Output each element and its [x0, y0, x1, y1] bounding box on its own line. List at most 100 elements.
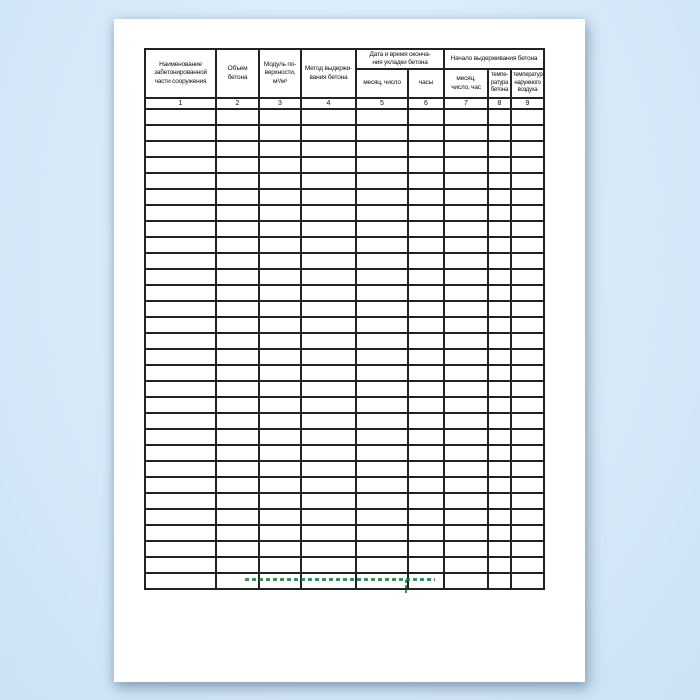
empty-cell	[300, 252, 357, 270]
empty-cell	[443, 332, 489, 350]
empty-cell	[487, 300, 512, 318]
empty-cell	[355, 108, 409, 126]
empty-cell	[355, 364, 409, 382]
empty-cell	[144, 140, 217, 158]
empty-cell	[510, 572, 545, 590]
empty-cell	[510, 476, 545, 494]
empty-cell	[215, 108, 260, 126]
empty-cell	[510, 396, 545, 414]
empty-cell	[487, 492, 512, 510]
empty-cell	[144, 300, 217, 318]
empty-cell	[258, 428, 302, 446]
empty-cell	[258, 188, 302, 206]
empty-cell	[300, 524, 357, 542]
empty-cell	[144, 188, 217, 206]
empty-cell	[258, 220, 302, 238]
empty-cell	[407, 364, 445, 382]
empty-cell	[144, 540, 217, 558]
empty-cell	[300, 188, 357, 206]
table-row	[144, 204, 545, 222]
empty-cell	[443, 284, 489, 302]
table-container: Наименование забетонированной части соор…	[144, 48, 545, 590]
empty-cell	[215, 204, 260, 222]
empty-cell	[355, 252, 409, 270]
empty-cell	[258, 172, 302, 190]
column-number: 5	[355, 97, 409, 110]
empty-cell	[144, 476, 217, 494]
column-number: 4	[300, 97, 357, 110]
empty-cell	[144, 108, 217, 126]
column-number-row: 1 2 3 4 5 6 7 8 9	[144, 97, 545, 110]
empty-cell	[300, 300, 357, 318]
table-row	[144, 572, 545, 590]
empty-cell	[407, 300, 445, 318]
empty-cell	[144, 204, 217, 222]
empty-cell	[215, 396, 260, 414]
empty-cell	[215, 380, 260, 398]
table-row	[144, 348, 545, 366]
empty-cell	[144, 172, 217, 190]
empty-cell	[487, 556, 512, 574]
empty-cell	[300, 172, 357, 190]
empty-cell	[407, 460, 445, 478]
empty-cell	[258, 156, 302, 174]
empty-cell	[443, 444, 489, 462]
table-row	[144, 540, 545, 558]
empty-cell	[443, 108, 489, 126]
empty-cell	[144, 348, 217, 366]
empty-cell	[407, 284, 445, 302]
empty-cell	[300, 412, 357, 430]
empty-cell	[510, 124, 545, 142]
empty-cell	[144, 316, 217, 334]
empty-cell	[355, 204, 409, 222]
empty-cell	[258, 268, 302, 286]
empty-cell	[300, 492, 357, 510]
table-row	[144, 556, 545, 574]
empty-cell	[144, 396, 217, 414]
empty-cell	[510, 172, 545, 190]
empty-cell	[144, 508, 217, 526]
empty-cell	[215, 172, 260, 190]
empty-cell	[355, 380, 409, 398]
empty-cell	[407, 188, 445, 206]
empty-cell	[258, 540, 302, 558]
column-number: 7	[443, 97, 489, 110]
empty-cell	[355, 156, 409, 174]
empty-cell	[487, 156, 512, 174]
empty-cell	[407, 204, 445, 222]
column-header-surface-modulus: Модуль по- верхности, м²/м³	[258, 48, 302, 99]
empty-cell	[355, 572, 409, 590]
empty-cell	[355, 524, 409, 542]
empty-cell	[487, 124, 512, 142]
empty-cell	[355, 396, 409, 414]
table-row	[144, 236, 545, 254]
empty-cell	[300, 572, 357, 590]
empty-cell	[443, 540, 489, 558]
empty-cell	[407, 428, 445, 446]
empty-cell	[443, 508, 489, 526]
empty-cell	[510, 364, 545, 382]
empty-cell	[144, 572, 217, 590]
empty-cell	[510, 300, 545, 318]
group-header-placement-end-datetime: Дата и время оконча- ния укладки бетона	[355, 48, 445, 70]
empty-cell	[510, 204, 545, 222]
empty-cell	[144, 220, 217, 238]
empty-cell	[215, 412, 260, 430]
empty-cell	[258, 204, 302, 222]
empty-cell	[144, 380, 217, 398]
empty-cell	[258, 476, 302, 494]
empty-cell	[443, 428, 489, 446]
empty-cell	[487, 236, 512, 254]
empty-cell	[215, 268, 260, 286]
table-row	[144, 396, 545, 414]
empty-cell	[300, 540, 357, 558]
empty-cell	[487, 540, 512, 558]
empty-cell	[510, 540, 545, 558]
group-header-curing-start: Начало выдерживания бетона	[443, 48, 545, 70]
empty-cell	[487, 188, 512, 206]
empty-cell	[355, 188, 409, 206]
empty-cell	[258, 524, 302, 542]
empty-cell	[300, 268, 357, 286]
empty-cell	[510, 428, 545, 446]
table-row	[144, 476, 545, 494]
